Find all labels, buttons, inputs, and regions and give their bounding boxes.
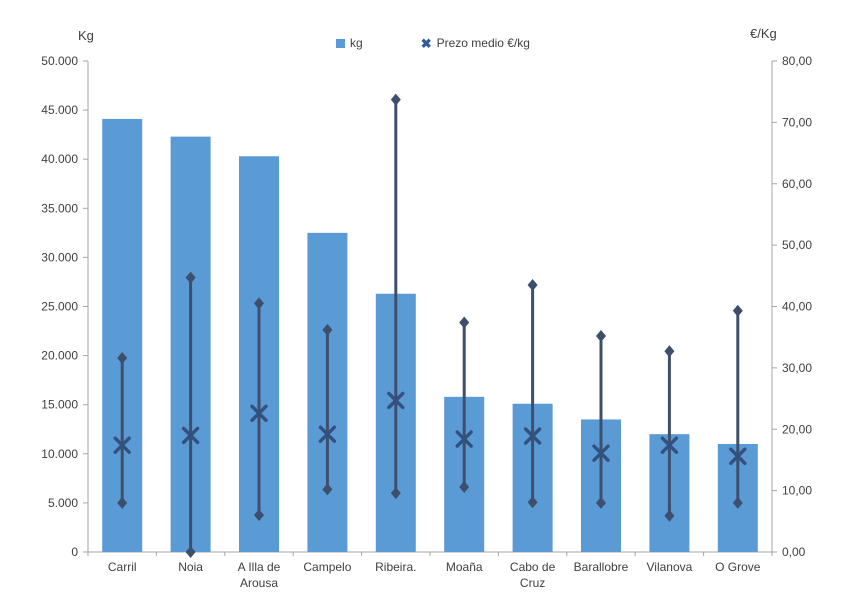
right-axis-tick-label: 30,00 (782, 361, 812, 375)
price-max-diamond (185, 271, 196, 284)
price-max-diamond (390, 93, 401, 106)
right-axis-tick-label: 80,00 (782, 54, 812, 68)
price-min-diamond (459, 480, 470, 493)
left-axis-tick-label: 35.000 (41, 201, 78, 215)
right-axis-tick-label: 20,00 (782, 422, 812, 436)
avg-price-x-marker (113, 436, 131, 454)
price-max-diamond (596, 329, 606, 342)
category-label: Arousa (240, 576, 278, 590)
legend-label-kg: kg (350, 36, 363, 50)
right-axis-tick-label: 0,00 (782, 545, 806, 559)
right-axis-tick-label: 60,00 (782, 177, 812, 191)
price-min-diamond (596, 496, 606, 509)
category-label: Vilanova (646, 560, 692, 574)
price-min-diamond (117, 496, 128, 509)
left-axis-tick-label: 15.000 (41, 398, 78, 412)
kg-series-swatch-icon (336, 38, 345, 48)
category-label: Campelo (303, 560, 351, 574)
avg-price-x-marker (318, 425, 337, 443)
category-label: Cabo de (510, 560, 556, 574)
category-label: Cruz (520, 576, 545, 590)
category-label: A Illa de (238, 560, 281, 574)
avg-price-x-marker (181, 426, 200, 445)
left-axis-tick-label: 50.000 (41, 54, 78, 68)
legend-item-prezo: ✖ Prezo medio €/kg (421, 36, 530, 50)
left-axis-tick-label: 10.000 (41, 447, 78, 461)
left-axis-tick-label: 20.000 (41, 349, 78, 363)
legend: kg ✖ Prezo medio €/kg (336, 36, 530, 50)
avg-price-x-marker (455, 430, 473, 448)
legend-item-kg: kg (336, 36, 363, 50)
category-label: Noia (178, 560, 203, 574)
right-axis-tick-label: 40,00 (782, 300, 812, 314)
price-min-diamond (322, 483, 333, 496)
avg-price-x-marker (523, 427, 542, 445)
right-axis-tick-label: 50,00 (782, 238, 812, 252)
category-label: Ribeira. (375, 560, 416, 574)
price-min-diamond (732, 496, 743, 509)
category-label: Carril (108, 560, 137, 574)
price-min-diamond (185, 546, 196, 558)
price-max-diamond (664, 345, 675, 358)
price-max-diamond (459, 316, 470, 329)
left-axis-tick-label: 45.000 (41, 103, 78, 117)
avg-price-x-marker (387, 391, 405, 410)
avg-price-x-marker (660, 436, 679, 454)
price-max-diamond (117, 352, 128, 365)
left-axis-tick-label: 0 (71, 545, 78, 559)
avg-price-x-marker (250, 404, 268, 422)
price-min-diamond (254, 509, 264, 522)
right-axis-title: €/Kg (750, 26, 777, 41)
right-axis-tick-label: 10,00 (782, 484, 812, 498)
left-axis-title: Kg (78, 28, 94, 43)
legend-label-prezo: Prezo medio €/kg (436, 36, 530, 50)
price-min-diamond (390, 487, 401, 500)
x-marker-icon: ✖ (420, 35, 432, 51)
price-max-diamond (732, 304, 743, 317)
price-min-diamond (527, 496, 538, 509)
price-min-diamond (664, 509, 675, 522)
avg-price-x-marker (592, 444, 610, 462)
category-label: Barallobre (574, 560, 629, 574)
avg-price-x-marker (729, 447, 747, 465)
left-axis-tick-label: 25.000 (41, 300, 78, 314)
left-axis-tick-label: 40.000 (41, 152, 78, 166)
left-axis-tick-label: 5.000 (48, 496, 78, 510)
price-max-diamond (322, 323, 333, 336)
right-axis-tick-label: 70,00 (782, 115, 812, 129)
price-max-diamond (527, 279, 538, 292)
category-label: Moaña (446, 560, 483, 574)
price-max-diamond (254, 297, 264, 310)
left-axis-tick-label: 30.000 (41, 250, 78, 264)
category-label: O Grove (715, 560, 761, 574)
